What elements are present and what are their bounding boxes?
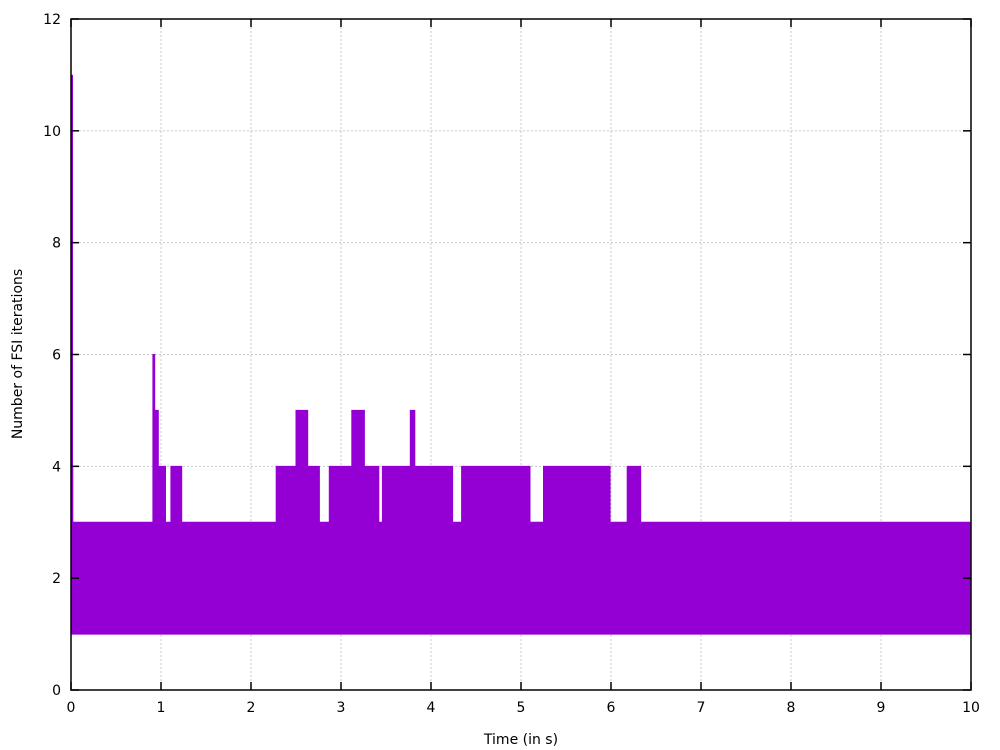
x-tick-label: 4	[427, 700, 436, 716]
x-axis-tick-labels: 0 1 2 3 4 5 6 7 8 9 10	[67, 700, 980, 716]
x-tick-label: 6	[607, 700, 616, 716]
x-tick-label: 5	[517, 700, 526, 716]
x-tick-label: 7	[697, 700, 706, 716]
fsi-iterations-band	[70, 354, 972, 635]
y-tick-label: 6	[52, 348, 61, 364]
y-tick-label: 0	[52, 683, 61, 699]
y-tick-label: 10	[43, 124, 61, 140]
x-tick-label: 9	[877, 700, 886, 716]
y-tick-label: 2	[52, 571, 61, 587]
x-tick-label: 2	[247, 700, 256, 716]
x-axis-title: Time (in s)	[483, 732, 558, 748]
x-tick-label: 10	[962, 700, 980, 716]
y-axis-title: Number of FSI iterations	[10, 269, 26, 439]
x-tick-label: 1	[157, 700, 166, 716]
y-tick-label: 8	[52, 236, 61, 252]
axis-ticks	[70, 18, 972, 691]
y-axis-tick-labels: 0 2 4 6 8 10 12	[43, 12, 61, 699]
x-tick-label: 8	[787, 700, 796, 716]
x-tick-label: 3	[337, 700, 346, 716]
x-tick-label: 0	[67, 700, 76, 716]
y-tick-label: 4	[52, 459, 61, 475]
y-tick-label: 12	[43, 12, 61, 28]
